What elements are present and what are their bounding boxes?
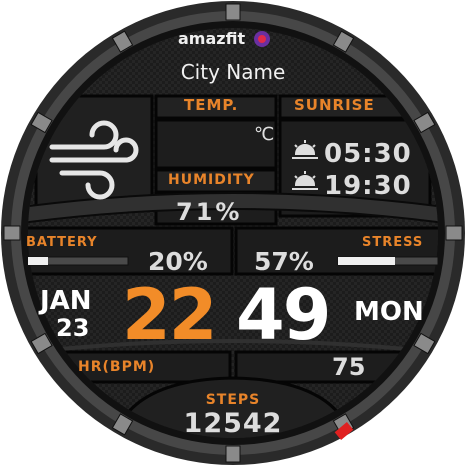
- heart-rate-label: HR(BPM): [78, 360, 155, 374]
- battery-label: BATTERY: [26, 236, 98, 249]
- sunrise-time: 05:30: [324, 141, 412, 167]
- steps-label: STEPS: [0, 393, 466, 407]
- battery-bar-fill: [28, 257, 48, 265]
- bezel-tick: [4, 226, 20, 240]
- temp-unit: ℃: [254, 126, 274, 144]
- humidity-label: HUMIDITY: [168, 173, 255, 187]
- sunset-time: 19:30: [324, 173, 412, 199]
- sunrise-label: SUNRISE: [294, 98, 375, 113]
- steps-value: 12542: [0, 410, 466, 437]
- stress-bar-fill: [338, 257, 395, 265]
- time-hours: 22: [122, 280, 215, 350]
- city-name: City Name: [0, 62, 466, 82]
- time-minutes: 49: [236, 280, 329, 350]
- temp-label: TEMP.: [184, 98, 238, 113]
- battery-value: 20%: [148, 249, 208, 274]
- brand-name: amazfit: [178, 31, 245, 47]
- date-day: 23: [56, 316, 89, 340]
- heart-rate-value: 75: [332, 355, 365, 379]
- date-month: JAN: [40, 288, 92, 314]
- stress-label: STRESS: [362, 236, 423, 249]
- bezel-tick: [226, 446, 240, 462]
- bezel-tick: [226, 4, 240, 20]
- date-weekday: MON: [354, 299, 424, 325]
- bezel-tick: [446, 226, 462, 240]
- humidity-value: 71%: [176, 200, 242, 224]
- stress-value: 57%: [254, 249, 314, 274]
